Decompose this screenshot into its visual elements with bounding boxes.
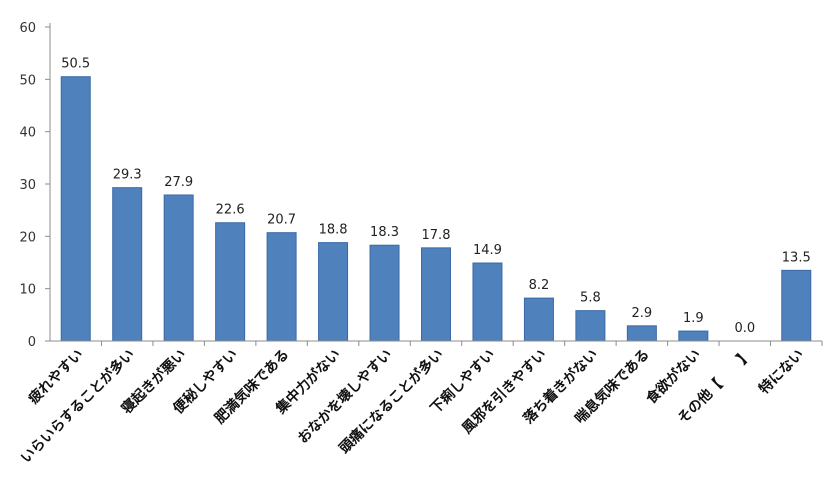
- data-label: 13.5: [782, 250, 811, 265]
- data-label: 0.0: [734, 321, 755, 336]
- bars: [60, 76, 812, 342]
- bar: [626, 325, 657, 342]
- bar: [575, 310, 606, 342]
- y-tick-label: 30: [19, 178, 36, 193]
- y-tick-label: 20: [19, 230, 36, 245]
- data-label: 18.3: [370, 225, 399, 240]
- category-labels: 疲れやすいいらいらすることが多い寝起きが悪い便秘しやすい肥満気味である集中力がな…: [17, 346, 807, 467]
- data-label: 8.2: [529, 278, 550, 293]
- y-tick-label: 10: [19, 283, 36, 298]
- category-label: おなかを壊しやすい: [294, 346, 395, 447]
- bar: [472, 262, 503, 342]
- bar: [60, 76, 91, 342]
- bar: [112, 187, 143, 342]
- y-tick-label: 40: [19, 126, 36, 141]
- bar: [266, 232, 297, 342]
- data-label: 17.8: [422, 228, 451, 243]
- bar: [523, 297, 554, 342]
- bar: [215, 222, 246, 342]
- y-axis: 0 10 20 30 40 50 60: [19, 21, 51, 350]
- bar: [678, 330, 709, 342]
- category-label: 特にない: [755, 346, 807, 398]
- x-axis: [50, 340, 823, 346]
- data-label: 1.9: [683, 311, 704, 326]
- data-label: 29.3: [113, 168, 142, 183]
- y-tick-label: 60: [19, 21, 36, 36]
- bar: [318, 242, 349, 342]
- y-tick-label: 0: [28, 335, 36, 350]
- value-labels: 50.5 29.3 27.9 22.6 20.7 18.8 18.3 17.8 14.9 8.2 5…: [61, 57, 810, 336]
- data-label: 27.9: [164, 175, 193, 190]
- data-label: 5.8: [580, 291, 601, 306]
- y-tick-label: 50: [19, 73, 36, 88]
- bar: [781, 269, 812, 342]
- bar: [369, 244, 400, 342]
- data-label: 22.6: [216, 203, 245, 218]
- data-label: 2.9: [632, 306, 653, 321]
- data-label: 50.5: [61, 57, 90, 72]
- data-label: 14.9: [473, 243, 502, 258]
- data-label: 20.7: [267, 213, 296, 228]
- bar: [421, 247, 451, 342]
- category-label: 頭痛になることが多い: [336, 346, 447, 457]
- data-label: 18.8: [319, 223, 348, 238]
- bar: [163, 194, 194, 342]
